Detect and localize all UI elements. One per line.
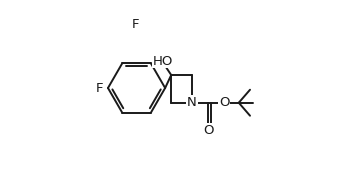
Text: O: O	[219, 96, 229, 109]
Text: F: F	[96, 81, 103, 95]
Text: O: O	[203, 124, 214, 137]
Text: F: F	[132, 18, 140, 31]
Text: HO: HO	[153, 55, 174, 68]
Text: N: N	[187, 96, 197, 109]
